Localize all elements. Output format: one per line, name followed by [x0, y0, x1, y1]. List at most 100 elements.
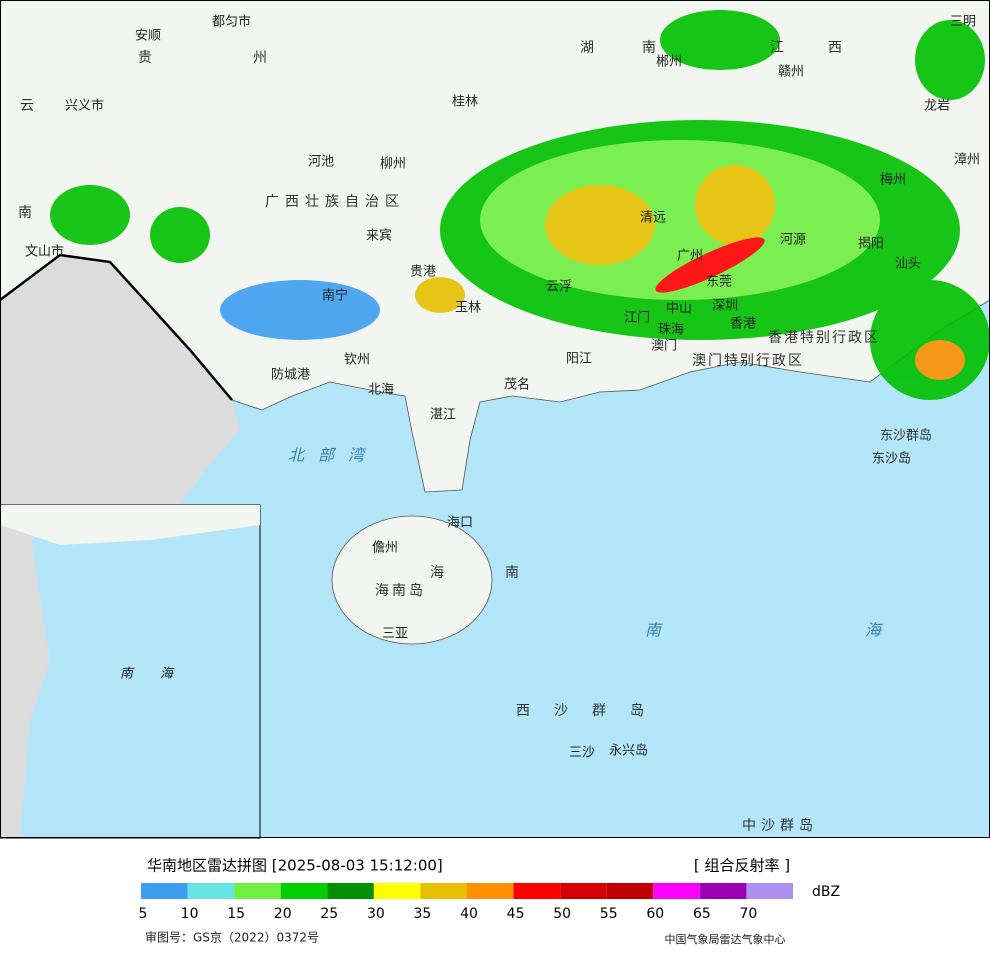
map-label: 河池 [308, 155, 334, 170]
echo [50, 185, 130, 245]
legend-swatch [560, 883, 607, 899]
legend-unit: dBZ [812, 884, 840, 900]
map-label: 深圳 [712, 299, 738, 314]
map-label: 钦州 [344, 353, 370, 368]
legend-tick-label: 65 [693, 906, 711, 922]
map-label: 湖 [580, 40, 600, 56]
map-label: 珠海 [658, 323, 684, 338]
map-label: 儋州 [372, 541, 398, 556]
hainan [331, 515, 493, 645]
legend-swatch [187, 883, 235, 899]
map-label: 梅州 [880, 173, 906, 188]
map-label: 云浮 [546, 280, 572, 295]
legend-swatch [467, 883, 514, 899]
echo [695, 165, 775, 245]
legend-tick-label: 50 [553, 906, 571, 922]
map: 南 海 都匀市 安顺 贵 州 湖 南 郴州 江 西 赣州 三明 兴义市 桂林 龙… [0, 0, 990, 839]
map-label: 河源 [780, 233, 806, 248]
legend-title: 华南地区雷达拼图 [2025-08-03 15:12:00] [147, 857, 443, 875]
legend-swatch [606, 883, 654, 899]
map-label: 柳州 [380, 157, 406, 172]
map-label: 郴州 [656, 55, 682, 70]
inset-land [0, 525, 50, 838]
legend-swatch [373, 883, 421, 899]
echo [220, 280, 380, 340]
map-label: 南 [18, 205, 38, 221]
legend-tick-label: 40 [460, 906, 478, 922]
map-label: 西 [828, 40, 848, 56]
map-label: 澳门 [651, 338, 677, 354]
map-label: 东沙群岛 [880, 428, 932, 444]
map-label: 茂名 [504, 377, 530, 393]
map-label: 云 [20, 98, 40, 114]
echo [545, 185, 655, 265]
sea-label: 北部湾 [288, 446, 378, 465]
map-label: 兴义市 [65, 98, 104, 114]
map-label: 中沙群岛 [742, 818, 818, 834]
map-label: 海南岛 [375, 583, 426, 599]
map-label: 揭阳 [858, 237, 884, 252]
sea-label: 海 [865, 621, 895, 640]
map-label: 赣州 [778, 65, 804, 80]
legend-tick-label: 35 [414, 906, 432, 922]
map-label: 安顺 [135, 29, 161, 44]
map-label: 永兴岛 [609, 743, 648, 759]
legend-tick-label: 20 [274, 906, 292, 922]
credit: 中国气象局雷达气象中心 [665, 932, 786, 946]
legend-tick-label: 15 [227, 906, 245, 922]
legend-tick-label: 30 [367, 906, 385, 922]
map-label: 清远 [640, 211, 666, 226]
legend-tick-label: 10 [181, 906, 199, 922]
foreign-land [0, 255, 240, 505]
review-number: 审图号：GS京（2022）0372号 [145, 930, 319, 945]
echo [870, 280, 990, 400]
map-label: 防城港 [271, 367, 310, 383]
echo [150, 207, 210, 263]
map-label: 海口 [447, 516, 473, 531]
legend-tick-label: 60 [646, 906, 664, 922]
map-label: 桂林 [452, 95, 478, 110]
map-label: 广州 [677, 249, 703, 264]
inset-mainland [0, 505, 260, 545]
legend-tick-label: 45 [507, 906, 525, 922]
map-label: 江门 [624, 311, 650, 326]
legend-swatch [653, 883, 700, 899]
legend-swatch [234, 883, 281, 899]
map-label: 贵港 [410, 265, 436, 280]
echo [415, 277, 465, 313]
legend-swatch [699, 883, 747, 899]
echo [915, 20, 985, 100]
map-label: 龙岩 [924, 99, 950, 114]
legend-tick-label: 70 [740, 906, 758, 922]
legend-tick-label: 25 [320, 906, 338, 922]
sea-label: 南 [645, 621, 675, 640]
map-label: 中山 [666, 302, 692, 317]
legend-tick-label: 55 [600, 906, 618, 922]
map-label: 都匀市 [212, 14, 251, 30]
map-label: 香港特别行政区 [768, 330, 880, 346]
echo [660, 10, 780, 70]
echo [655, 237, 765, 293]
color-legend: 5 10 15 20 25 30 35 40 45 50 55 60 65 70 [139, 883, 793, 922]
map-label: 文山市 [25, 244, 64, 260]
legend-swatch [141, 883, 188, 899]
map-label: 漳州 [954, 152, 980, 168]
inset-label: 南 [120, 667, 135, 682]
map-label: 广西壮族自治区 [265, 194, 405, 210]
legend-swatch [420, 883, 467, 899]
map-label: 西沙群岛 [516, 703, 668, 719]
map-label: 东莞 [706, 275, 732, 290]
map-label: 江 [770, 40, 790, 56]
map-label: 南 [505, 565, 525, 581]
map-label: 贵 [138, 50, 158, 66]
legend-tick-label: 5 [139, 906, 148, 922]
map-label: 汕头 [895, 257, 921, 272]
map-label: 阳江 [566, 352, 592, 367]
legend-swatch [513, 883, 561, 899]
map-label: 香港 [730, 317, 756, 332]
map-label: 来宾 [366, 228, 392, 244]
map-label: 州 [253, 50, 273, 66]
legend-swatch [327, 883, 374, 899]
map-label: 东沙岛 [872, 451, 911, 467]
